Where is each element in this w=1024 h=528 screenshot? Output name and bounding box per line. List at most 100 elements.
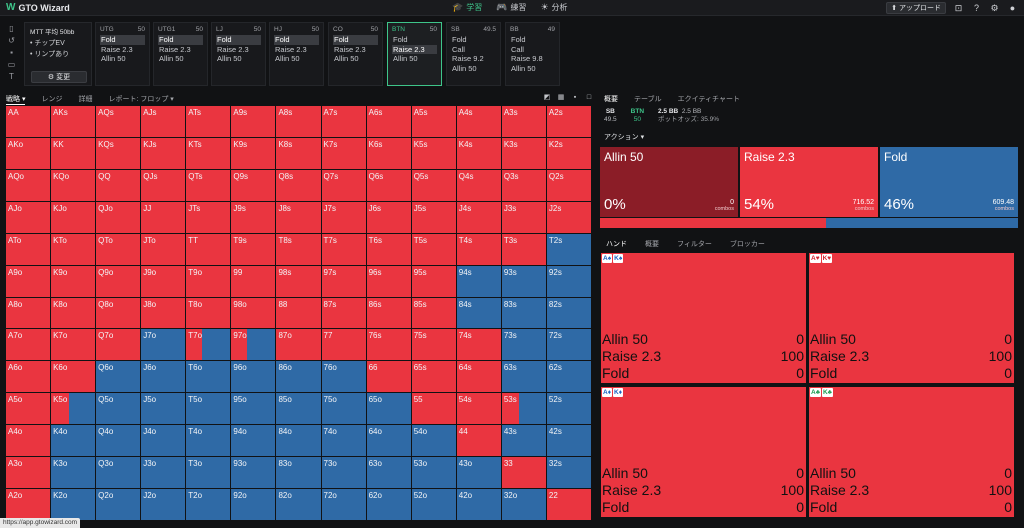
hand-cell[interactable]: 94s xyxy=(456,265,501,297)
combo-panel[interactable]: A♠ K♠ Allin 50 0 Raise 2.3 100 Fold 0 xyxy=(600,252,807,384)
hand-cell[interactable]: T9o xyxy=(186,265,231,297)
hand-cell[interactable]: J6o xyxy=(141,361,186,393)
hand-cell[interactable]: 98o xyxy=(231,297,276,329)
hand-cell[interactable]: J9o xyxy=(141,265,186,297)
bookmark-icon[interactable]: ▯ xyxy=(9,24,14,33)
hand-cell[interactable]: 92o xyxy=(231,489,276,520)
hand-cell[interactable]: J7s xyxy=(321,201,366,233)
hand-cell[interactable]: JTs xyxy=(186,201,231,233)
tab-filter[interactable]: フィルター xyxy=(677,241,712,248)
hand-cell[interactable]: A2s xyxy=(546,106,591,137)
hand-cell[interactable]: 94o xyxy=(231,425,276,457)
hand-cell[interactable]: J5s xyxy=(411,201,456,233)
hand-cell[interactable]: K4o xyxy=(51,425,96,457)
hand-cell[interactable]: T3s xyxy=(501,233,546,265)
hand-cell[interactable]: Q7s xyxy=(321,169,366,201)
hand-cell[interactable]: Q8o xyxy=(96,297,141,329)
hand-cell[interactable]: 84o xyxy=(276,425,321,457)
hand-cell[interactable]: 82o xyxy=(276,489,321,520)
position-card-bb[interactable]: BB 49 Fold Call Raise 9.8 Allin 50 xyxy=(505,22,560,86)
hand-cell[interactable]: 64s xyxy=(456,361,501,393)
hand-cell[interactable]: AQs xyxy=(96,106,141,137)
reset-icon[interactable]: ↺ xyxy=(8,36,15,45)
position-card-hj[interactable]: HJ 50 Fold Raise 2.3 Allin 50 xyxy=(269,22,324,86)
hand-cell[interactable]: KQs xyxy=(96,137,141,169)
hand-cell[interactable]: 98s xyxy=(276,265,321,297)
position-card-lj[interactable]: LJ 50 Fold Raise 2.3 Allin 50 xyxy=(211,22,266,86)
help-icon[interactable]: ? xyxy=(973,2,979,13)
hand-cell[interactable]: 62o xyxy=(366,489,411,520)
hand-cell[interactable]: A5s xyxy=(411,106,456,137)
split-view-icon[interactable]: ◩ xyxy=(543,94,551,101)
position-card-btn[interactable]: BTN 50 Fold Raise 2.3 Allin 50 xyxy=(387,22,442,86)
position-card-sb[interactable]: SB 49.5 Fold Call Raise 9.2 Allin 50 xyxy=(446,22,501,86)
hand-cell[interactable]: A3s xyxy=(501,106,546,137)
hand-cell[interactable]: T8s xyxy=(276,233,321,265)
position-action[interactable]: Allin 50 xyxy=(511,63,536,73)
position-action[interactable]: Allin 50 xyxy=(334,54,359,63)
hand-cell[interactable]: 44 xyxy=(456,425,501,457)
hand-cell[interactable]: K5o xyxy=(51,393,96,425)
hand-cell[interactable]: Q6s xyxy=(366,169,411,201)
position-action[interactable]: Allin 50 xyxy=(275,54,300,63)
hand-cell[interactable]: T5s xyxy=(411,233,456,265)
hand-cell[interactable]: Q7o xyxy=(96,329,141,361)
hand-cell[interactable]: J2o xyxy=(141,489,186,520)
hand-cell[interactable]: 83s xyxy=(501,297,546,329)
hand-cell[interactable]: QQ xyxy=(96,169,141,201)
hand-cell[interactable]: 96o xyxy=(231,361,276,393)
tab-report[interactable]: レポート: フロップ ▾ xyxy=(108,96,174,103)
hand-cell[interactable]: QTo xyxy=(96,233,141,265)
hand-cell[interactable]: Q3o xyxy=(96,457,141,489)
hand-cell[interactable]: Q5o xyxy=(96,393,141,425)
hand-cell[interactable]: A8o xyxy=(6,297,51,329)
hand-cell[interactable]: KQo xyxy=(51,169,96,201)
hand-cell[interactable]: 42o xyxy=(456,489,501,520)
hand-cell[interactable]: A9o xyxy=(6,265,51,297)
hand-cell[interactable]: J8o xyxy=(141,297,186,329)
hand-cell[interactable]: AQo xyxy=(6,169,51,201)
hand-cell[interactable]: QJs xyxy=(141,169,186,201)
position-action[interactable]: Fold xyxy=(274,35,319,45)
hand-cell[interactable]: A5o xyxy=(6,393,51,425)
tab-hands[interactable]: ハンド xyxy=(606,241,627,248)
hand-cell[interactable]: 32s xyxy=(546,457,591,489)
hand-cell[interactable]: K8s xyxy=(276,137,321,169)
hand-cell[interactable]: 99 xyxy=(231,265,276,297)
hand-cell[interactable]: K8o xyxy=(51,297,96,329)
hand-cell[interactable]: 63s xyxy=(501,361,546,393)
hand-cell[interactable]: K2o xyxy=(51,489,96,520)
hand-cell[interactable]: 85o xyxy=(276,393,321,425)
hand-cell[interactable]: K9o xyxy=(51,265,96,297)
hand-cell[interactable]: 96s xyxy=(366,265,411,297)
hand-cell[interactable]: 74o xyxy=(321,425,366,457)
hand-cell[interactable]: T7s xyxy=(321,233,366,265)
hand-cell[interactable]: Q4s xyxy=(456,169,501,201)
combo-panel[interactable]: A♣ K♣ Allin 50 0 Raise 2.3 100 Fold 0 xyxy=(808,386,1015,518)
position-action[interactable]: Allin 50 xyxy=(217,54,242,63)
hand-cell[interactable]: Q2o xyxy=(96,489,141,520)
hand-cell[interactable]: A9s xyxy=(231,106,276,137)
hand-cell[interactable]: T3o xyxy=(186,457,231,489)
hand-cell[interactable]: A2o xyxy=(6,489,51,520)
hand-cell[interactable]: K9s xyxy=(231,137,276,169)
screenshot-icon[interactable]: ⊡ xyxy=(954,2,963,13)
hand-cell[interactable]: 63o xyxy=(366,457,411,489)
hand-cell[interactable]: TT xyxy=(186,233,231,265)
hand-cell[interactable]: K2s xyxy=(546,137,591,169)
hand-cell[interactable]: J4s xyxy=(456,201,501,233)
hand-cell[interactable]: ATs xyxy=(186,106,231,137)
hand-cell[interactable]: 86s xyxy=(366,297,411,329)
hand-cell[interactable]: 62s xyxy=(546,361,591,393)
hand-cell[interactable]: Q9s xyxy=(231,169,276,201)
change-settings-button[interactable]: ⚙ 変更 xyxy=(31,71,87,83)
hand-cell[interactable]: 97s xyxy=(321,265,366,297)
text-icon[interactable]: T xyxy=(9,72,14,81)
nav-learn[interactable]: 🎓 学習 xyxy=(452,2,482,13)
nav-analyze[interactable]: ☀ 分析 xyxy=(540,2,567,13)
hand-cell[interactable]: 75o xyxy=(321,393,366,425)
hand-cell[interactable]: J2s xyxy=(546,201,591,233)
hand-cell[interactable]: 86o xyxy=(276,361,321,393)
hand-cell[interactable]: KJs xyxy=(141,137,186,169)
hand-cell[interactable]: T6s xyxy=(366,233,411,265)
